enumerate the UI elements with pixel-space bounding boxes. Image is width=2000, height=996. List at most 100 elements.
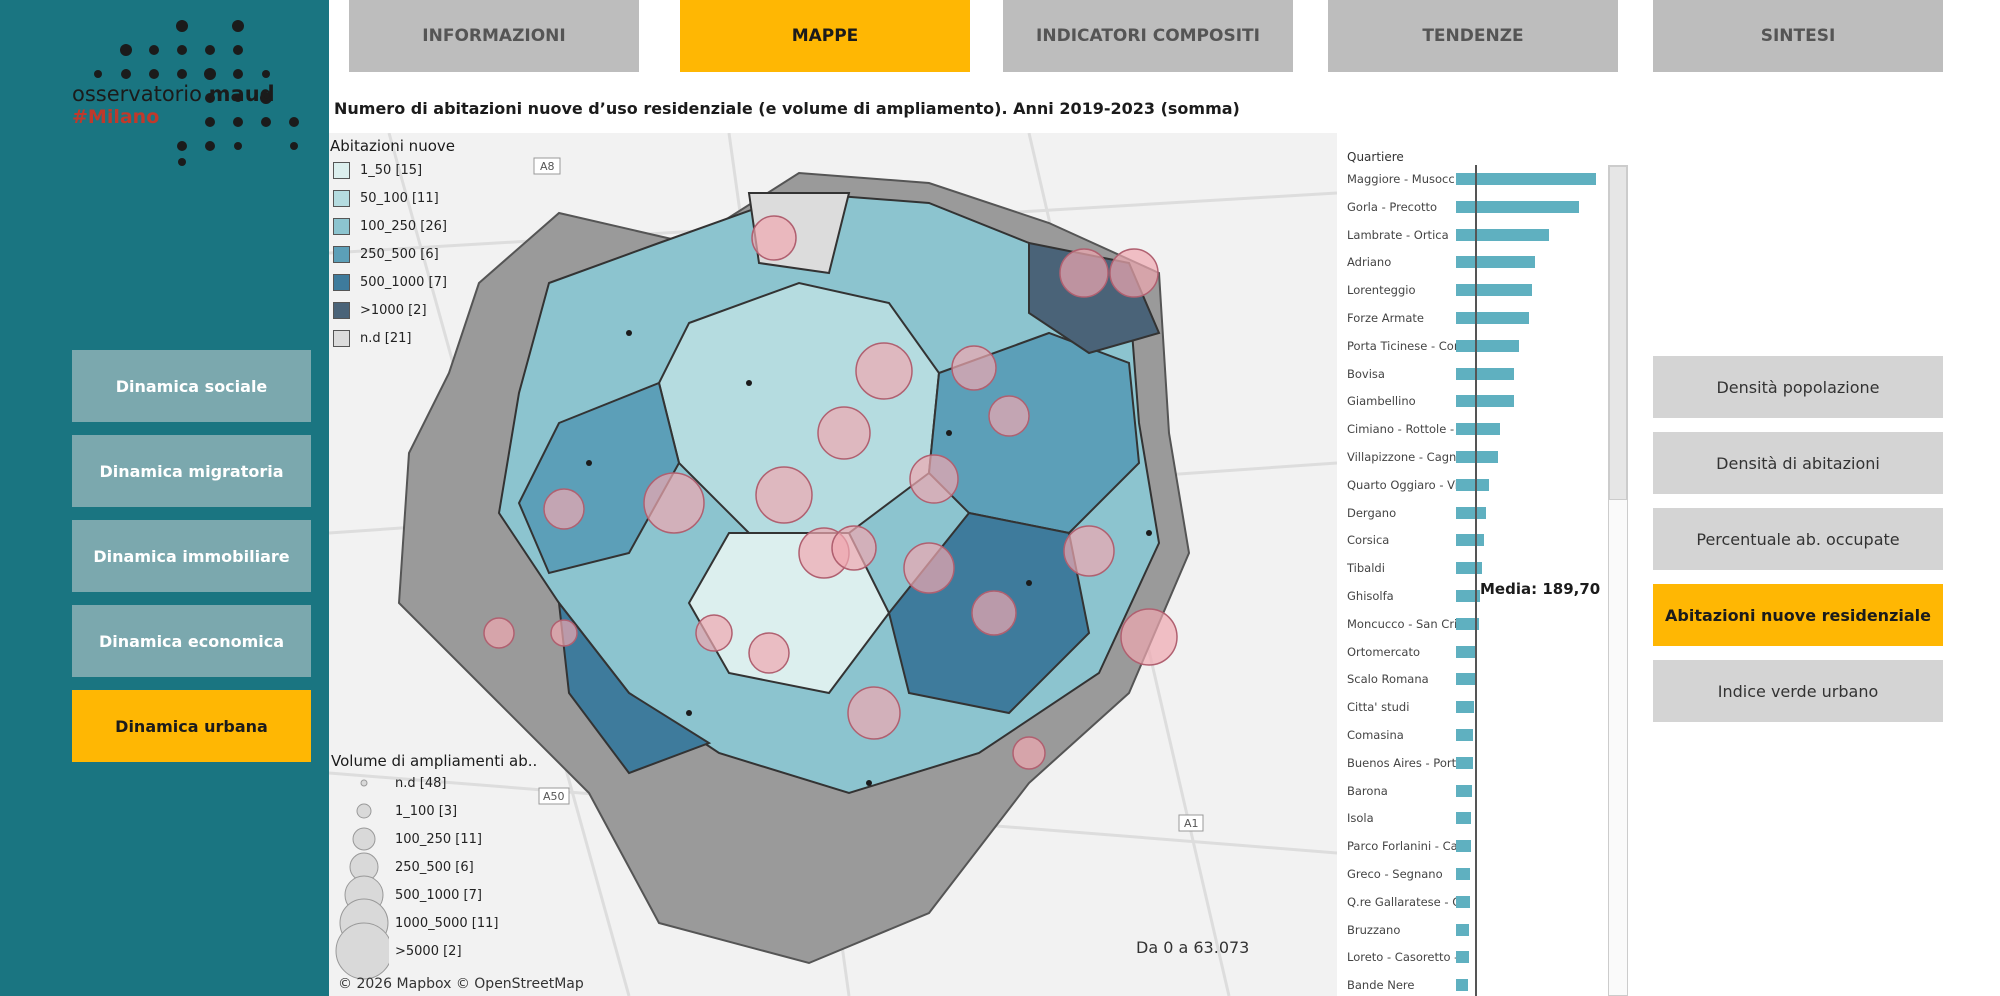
- bar[interactable]: [1456, 534, 1484, 547]
- bar-label: Giambellino: [1347, 394, 1416, 409]
- sidebar-item-dinamica-urbana[interactable]: Dinamica urbana: [72, 690, 311, 762]
- legend-circles-title: Volume di ampliamenti ab..: [331, 752, 538, 770]
- legend-circle-item[interactable]: 500_1000 [7]: [395, 888, 482, 903]
- bar[interactable]: [1456, 756, 1473, 769]
- bar-label: Bovisa: [1347, 366, 1385, 381]
- map-copyright[interactable]: © 2026 Mapbox © OpenStreetMap: [338, 976, 584, 992]
- bar-label: Lorenteggio: [1347, 283, 1416, 298]
- bar-label: Citta' studi: [1347, 700, 1410, 715]
- legend-fill-item[interactable]: 500_1000 [7]: [333, 274, 447, 291]
- bar-chart-panel: [1337, 133, 1637, 996]
- legend-swatch: [333, 330, 350, 347]
- media-label: Media: 189,70: [1480, 580, 1601, 598]
- indicator-densita-popolazione[interactable]: Densità popolazione: [1653, 356, 1943, 418]
- tab-mappe[interactable]: MAPPE: [680, 0, 970, 72]
- legend-swatch: [333, 162, 350, 179]
- bar-label: Maggiore - Musocc..: [1347, 172, 1457, 186]
- bar-label: Parco Forlanini - Ca..: [1347, 839, 1457, 854]
- tab-tendenze[interactable]: TENDENZE: [1328, 0, 1618, 72]
- bar[interactable]: [1456, 173, 1596, 185]
- logo-wordmark: osservatorio maud: [72, 82, 275, 106]
- bar-label: Adriano: [1347, 255, 1392, 270]
- sidebar: osservatorio maud #Milano Dinamica socia…: [0, 0, 329, 996]
- legend-circle-icons: [335, 779, 389, 980]
- bar[interactable]: [1456, 645, 1477, 658]
- legend-swatch: [333, 218, 350, 235]
- tab-informazioni[interactable]: INFORMAZIONI: [349, 0, 639, 72]
- indicator-indice-verde[interactable]: Indice verde urbano: [1653, 660, 1943, 722]
- bar[interactable]: [1456, 451, 1498, 463]
- sidebar-item-dinamica-sociale[interactable]: Dinamica sociale: [72, 350, 311, 422]
- legend-fill-item[interactable]: >1000 [2]: [333, 302, 427, 319]
- bar[interactable]: [1456, 228, 1550, 241]
- bar[interactable]: [1456, 895, 1470, 908]
- bar[interactable]: [1456, 784, 1472, 797]
- bar-label: Q.re Gallaratese - Q..: [1347, 894, 1457, 909]
- bar[interactable]: [1456, 673, 1476, 686]
- legend-circle-item[interactable]: 100_250 [11]: [395, 832, 482, 847]
- sidebar-item-dinamica-economica[interactable]: Dinamica economica: [72, 605, 311, 677]
- bar[interactable]: [1456, 840, 1471, 853]
- logo-tagline: #Milano: [72, 106, 160, 128]
- legend-circle-item[interactable]: 1000_5000 [11]: [395, 916, 499, 931]
- bar-label: Ghisolfa: [1347, 589, 1394, 603]
- bar[interactable]: [1456, 478, 1489, 491]
- road-label: A1: [1184, 817, 1199, 830]
- bar[interactable]: [1456, 423, 1500, 436]
- bar-chart-header: Quartiere: [1347, 150, 1404, 164]
- sidebar-item-dinamica-migratoria[interactable]: Dinamica migratoria: [72, 435, 311, 507]
- tab-indicatori-compositi[interactable]: INDICATORI COMPOSITI: [1003, 0, 1293, 72]
- legend-fill-item[interactable]: 100_250 [26]: [333, 218, 447, 235]
- legend-fill-item[interactable]: 250_500 [6]: [333, 246, 439, 263]
- bar[interactable]: [1456, 256, 1536, 269]
- map-canvas[interactable]: A8 A50 A1: [329, 133, 1337, 996]
- bar[interactable]: [1456, 367, 1514, 380]
- bar[interactable]: [1456, 617, 1479, 630]
- bar[interactable]: [1456, 868, 1471, 880]
- bar-label: Dergano: [1347, 505, 1397, 520]
- bar[interactable]: [1456, 590, 1480, 602]
- bar[interactable]: [1456, 284, 1533, 297]
- bar[interactable]: [1456, 951, 1469, 964]
- legend-fill-item[interactable]: n.d [21]: [333, 330, 411, 347]
- choropleth-map[interactable]: A8 A50 A1 Abitazioni nuove 1_50 [15] 50_…: [329, 133, 1337, 996]
- bar[interactable]: [1456, 979, 1468, 992]
- bar-label: Villapizzone - Cagn..: [1347, 450, 1457, 464]
- bar-label: Scalo Romana: [1347, 672, 1429, 687]
- legend-circle-item[interactable]: >5000 [2]: [395, 944, 462, 959]
- bar-chart-scroll-thumb[interactable]: [1609, 166, 1627, 500]
- indicator-percentuale-occupate[interactable]: Percentuale ab. occupate: [1653, 508, 1943, 570]
- bar[interactable]: [1456, 506, 1486, 519]
- legend-circle-item[interactable]: 1_100 [3]: [395, 804, 458, 819]
- legend-swatch: [333, 190, 350, 207]
- bar[interactable]: [1456, 200, 1580, 213]
- bar[interactable]: [1456, 812, 1472, 825]
- bar[interactable]: [1456, 312, 1530, 324]
- indicator-abitazioni-nuove[interactable]: Abitazioni nuove residenziale: [1653, 584, 1943, 646]
- legend-circle-item[interactable]: n.d [48]: [395, 776, 447, 791]
- media-reference-line: [1474, 165, 1477, 996]
- bar[interactable]: [1456, 701, 1474, 714]
- tab-sintesi[interactable]: SINTESI: [1653, 0, 1943, 72]
- bar[interactable]: [1456, 923, 1470, 936]
- legend-fill-item[interactable]: 1_50 [15]: [333, 162, 422, 179]
- legend-fill-title: Abitazioni nuove: [330, 137, 455, 155]
- bar-label: Comasina: [1347, 728, 1404, 742]
- bar[interactable]: [1456, 339, 1519, 352]
- bar[interactable]: [1456, 562, 1482, 575]
- page-title: Numero di abitazioni nuove d’uso residen…: [334, 99, 1240, 118]
- bar-label: Cimiano - Rottole - ..: [1347, 422, 1457, 437]
- bar[interactable]: [1456, 395, 1514, 408]
- bar-label: Moncucco - San Cris..: [1347, 616, 1457, 631]
- legend-fill-item[interactable]: 50_100 [11]: [333, 190, 439, 207]
- indicator-densita-abitazioni[interactable]: Densità di abitazioni: [1653, 432, 1943, 494]
- legend-circle-item[interactable]: 250_500 [6]: [395, 860, 474, 875]
- bar-label: Greco - Segnano: [1347, 867, 1443, 881]
- bar-label: Bande Nere: [1347, 978, 1415, 993]
- legend-swatch: [333, 302, 350, 319]
- bar-label: Gorla - Precotto: [1347, 199, 1438, 214]
- bar[interactable]: [1456, 729, 1474, 741]
- sidebar-item-dinamica-immobiliare[interactable]: Dinamica immobiliare: [72, 520, 311, 592]
- bar-label: Lambrate - Ortica: [1347, 227, 1449, 242]
- bar-label: Buenos Aires - Port..: [1347, 755, 1457, 770]
